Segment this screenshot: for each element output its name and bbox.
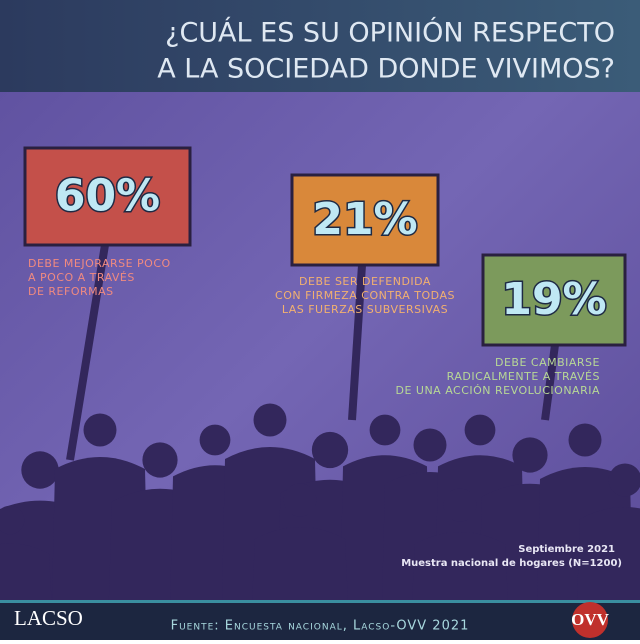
head — [84, 414, 117, 447]
source: Fuente: Encuesta nacional, Lacso-OVV 202… — [171, 619, 470, 634]
body — [252, 527, 348, 602]
head — [21, 451, 58, 488]
logo: OVV — [571, 610, 610, 629]
body — [0, 543, 52, 602]
category-label: DEBE SER DEFENDIDA — [299, 275, 431, 288]
logo: LACSO — [14, 606, 83, 630]
footer-rule — [0, 600, 640, 603]
category-label: DEBE CAMBIARSE — [495, 356, 600, 369]
category-label: DE REFORMAS — [28, 285, 114, 298]
head — [284, 484, 317, 517]
head — [414, 429, 447, 462]
title-line: A LA SOCIEDAD DONDE VIVIMOS? — [157, 54, 615, 85]
title-line: ¿CUÁL ES SU OPINIÓN RESPECTO — [165, 17, 615, 49]
head — [609, 464, 640, 497]
value-label: 60% — [55, 171, 160, 222]
category-label: CON FIRMEZA CONTRA TODAS — [275, 289, 455, 302]
value-label: 21% — [312, 194, 417, 245]
head — [465, 415, 496, 446]
note: Muestra nacional de hogares (N=1200) — [401, 558, 622, 569]
head — [512, 437, 547, 472]
category-label: RADICALMENTE A TRAVÉS — [447, 370, 600, 383]
head — [200, 425, 231, 456]
head — [370, 415, 401, 446]
note: Septiembre 2021 — [518, 544, 615, 555]
head — [312, 432, 348, 468]
value-label: 19% — [501, 274, 606, 325]
category-label: LAS FUERZAS SUBVERSIVAS — [282, 303, 448, 316]
category-label: DEBE MEJORARSE POCO — [28, 257, 171, 270]
category-label: DE UNA ACCIÓN REVOLUCIONARIA — [395, 384, 600, 397]
head — [142, 442, 177, 477]
category-label: A POCO A TRAVÉS — [28, 271, 135, 284]
head — [444, 489, 477, 522]
head — [254, 404, 287, 437]
head — [569, 424, 602, 457]
